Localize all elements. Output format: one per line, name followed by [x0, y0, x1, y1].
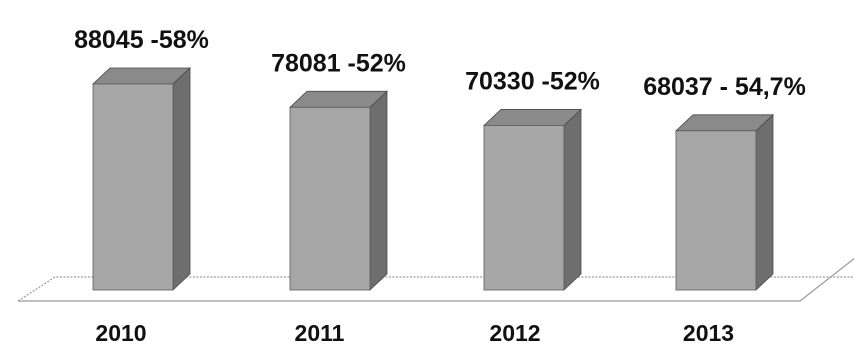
floor-back-edge	[17, 276, 854, 302]
bar-2011	[288, 90, 389, 291]
bar-side-face	[563, 108, 582, 291]
bar-top-face	[288, 90, 389, 108]
bar-2010	[91, 67, 192, 291]
data-label-group: 88045 -58% 78081 -52% 70330 -52% 68037 - 54…	[74, 26, 806, 101]
chart-floor	[17, 258, 854, 302]
bar-side-face	[755, 113, 774, 291]
bar-side-face	[369, 90, 388, 291]
x-tick-label-2012: 2012	[489, 320, 540, 346]
x-tick-label-2013: 2013	[683, 320, 734, 346]
data-label-2011: 78081 -52%	[271, 49, 406, 77]
data-label-2013: 68037 - 54,7%	[643, 73, 806, 101]
x-tick-label-2010: 2010	[95, 320, 146, 346]
bar-side-face	[172, 67, 191, 291]
bar-front-face	[92, 83, 174, 291]
bar-front-face	[483, 125, 565, 291]
bar-top-face	[482, 109, 583, 126]
bar-group	[91, 67, 775, 291]
data-label-2010: 88045 -58%	[74, 26, 209, 54]
x-axis-tick-labels: 2010 2011 2012 2013	[95, 320, 734, 346]
bar-front-face	[289, 106, 371, 291]
floor-front-edge	[18, 258, 854, 302]
bar-top-face	[674, 114, 775, 132]
bar-2013	[674, 113, 775, 291]
x-tick-label-2011: 2011	[295, 320, 345, 346]
data-label-2012: 70330 -52%	[465, 67, 600, 95]
bar-top-face	[91, 67, 192, 85]
bar-2012	[482, 108, 583, 291]
bar-front-face	[675, 130, 757, 291]
